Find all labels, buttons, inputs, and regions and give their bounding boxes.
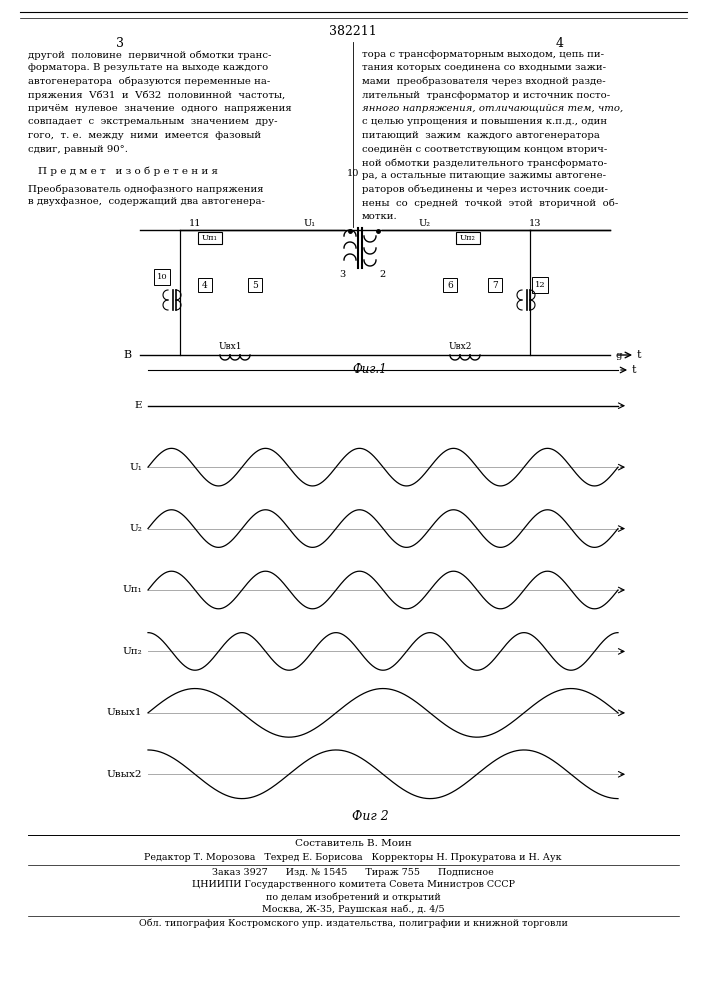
Text: Составитель В. Моин: Составитель В. Моин — [295, 839, 411, 848]
Text: 13: 13 — [529, 219, 542, 228]
Text: U₂: U₂ — [419, 219, 431, 228]
Text: Uвых1: Uвых1 — [107, 708, 142, 717]
Text: U₁: U₁ — [129, 463, 142, 472]
Text: Москва, Ж-35, Раушская наб., д. 4/5: Москва, Ж-35, Раушская наб., д. 4/5 — [262, 904, 444, 914]
Text: сдвиг, равный 90°.: сдвиг, равный 90°. — [28, 144, 128, 153]
Bar — [198, 278, 212, 292]
Text: нены  со  средней  точкой  этой  вторичной  об-: нены со средней точкой этой вторичной об… — [362, 198, 618, 208]
Text: 3: 3 — [339, 270, 345, 279]
Bar — [532, 277, 548, 293]
Bar — [154, 269, 170, 285]
Text: U₂: U₂ — [129, 524, 142, 533]
Text: 6: 6 — [447, 280, 453, 290]
Text: 7: 7 — [492, 280, 498, 290]
Text: соединён с соответствующим концом вторич-: соединён с соответствующим концом вторич… — [362, 144, 607, 153]
Text: 2: 2 — [379, 270, 385, 279]
Bar — [488, 278, 502, 292]
Text: Фиг 2: Фиг 2 — [351, 810, 388, 823]
Text: автогенератора  образуются переменные на-: автогенератора образуются переменные на- — [28, 77, 270, 87]
Text: 3: 3 — [116, 37, 124, 50]
Text: ра, а остальные питающие зажимы автогене-: ра, а остальные питающие зажимы автогене… — [362, 172, 606, 180]
Text: Преобразователь однофазного напряжения: Преобразователь однофазного напряжения — [28, 184, 264, 194]
Text: 4: 4 — [556, 37, 564, 50]
Text: раторов объединены и через источник соеди-: раторов объединены и через источник соед… — [362, 185, 608, 194]
Text: t: t — [632, 365, 636, 375]
Text: мотки.: мотки. — [362, 212, 398, 221]
Text: в двухфазное,  содержащий два автогенера-: в двухфазное, содержащий два автогенера- — [28, 198, 265, 207]
Text: причём  нулевое  значение  одного  напряжения: причём нулевое значение одного напряжени… — [28, 104, 291, 113]
Text: 382211: 382211 — [329, 25, 377, 38]
Text: Uп₂: Uп₂ — [122, 647, 142, 656]
Text: с целью упрощения и повышения к.п.д., один: с целью упрощения и повышения к.п.д., од… — [362, 117, 607, 126]
Text: 5: 5 — [252, 280, 258, 290]
Text: Uвх1: Uвх1 — [218, 342, 242, 351]
Text: t: t — [637, 350, 641, 360]
Text: форматора. В результате на выходе каждого: форматора. В результате на выходе каждог… — [28, 64, 268, 73]
Text: 4: 4 — [202, 280, 208, 290]
Bar — [248, 278, 262, 292]
Text: Uп₁: Uп₁ — [122, 585, 142, 594]
Text: Uп₁: Uп₁ — [202, 234, 218, 242]
Text: Uвых2: Uвых2 — [107, 770, 142, 779]
Text: 12: 12 — [534, 281, 545, 289]
Text: Uп₂: Uп₂ — [460, 234, 476, 242]
Text: B: B — [124, 350, 132, 360]
Bar — [198, 232, 222, 244]
Text: ЦНИИПИ Государственного комитета Совета Министров СССР: ЦНИИПИ Государственного комитета Совета … — [192, 880, 515, 889]
Text: Uвх2: Uвх2 — [448, 342, 472, 351]
Text: 11: 11 — [189, 219, 201, 228]
Text: лительный  трансформатор и источник посто-: лительный трансформатор и источник посто… — [362, 91, 610, 100]
Text: совпадает  с  экстремальным  значением  дру-: совпадает с экстремальным значением дру- — [28, 117, 278, 126]
Text: ной обмотки разделительного трансформато-: ной обмотки разделительного трансформато… — [362, 158, 607, 167]
Text: Фиг.1: Фиг.1 — [353, 363, 387, 376]
Text: Обл. типография Костромского упр. издательства, полиграфии и книжной торговли: Обл. типография Костромского упр. издате… — [139, 919, 568, 928]
Text: питающий  зажим  каждого автогенератора: питающий зажим каждого автогенератора — [362, 131, 600, 140]
Text: g: g — [615, 351, 621, 360]
Bar — [443, 278, 457, 292]
Text: по делам изобретений и открытий: по делам изобретений и открытий — [266, 892, 440, 902]
Text: 10: 10 — [157, 273, 168, 281]
Text: тания которых соединена со входными зажи-: тания которых соединена со входными зажи… — [362, 64, 606, 73]
Text: Заказ 3927      Изд. № 1545      Тираж 755      Подписное: Заказ 3927 Изд. № 1545 Тираж 755 Подписн… — [212, 868, 494, 877]
Text: тора с трансформаторным выходом, цепь пи-: тора с трансформаторным выходом, цепь пи… — [362, 50, 604, 59]
Text: U₁: U₁ — [304, 219, 316, 228]
Text: пряжения  VбЗ1  и  VбЗ2  половинной  частоты,: пряжения VбЗ1 и VбЗ2 половинной частоты, — [28, 91, 285, 100]
Text: П р е д м е т   и з о б р е т е н и я: П р е д м е т и з о б р е т е н и я — [38, 166, 218, 176]
Text: другой  половине  первичной обмотки транс-: другой половине первичной обмотки транс- — [28, 50, 271, 60]
Text: Редактор Т. Морозова   Техред Е. Борисова   Корректоры Н. Прокуратова и Н. Аук: Редактор Т. Морозова Техред Е. Борисова … — [144, 853, 562, 862]
Text: гого,  т. е.  между  ними  имеется  фазовый: гого, т. е. между ними имеется фазовый — [28, 131, 261, 140]
Text: мами  преобразователя через входной разде-: мами преобразователя через входной разде… — [362, 77, 606, 87]
Text: E: E — [134, 401, 142, 410]
Text: янного напряжения, отличающийся тем, что,: янного напряжения, отличающийся тем, что… — [362, 104, 624, 113]
Bar — [456, 232, 480, 244]
Text: 10: 10 — [347, 169, 359, 178]
